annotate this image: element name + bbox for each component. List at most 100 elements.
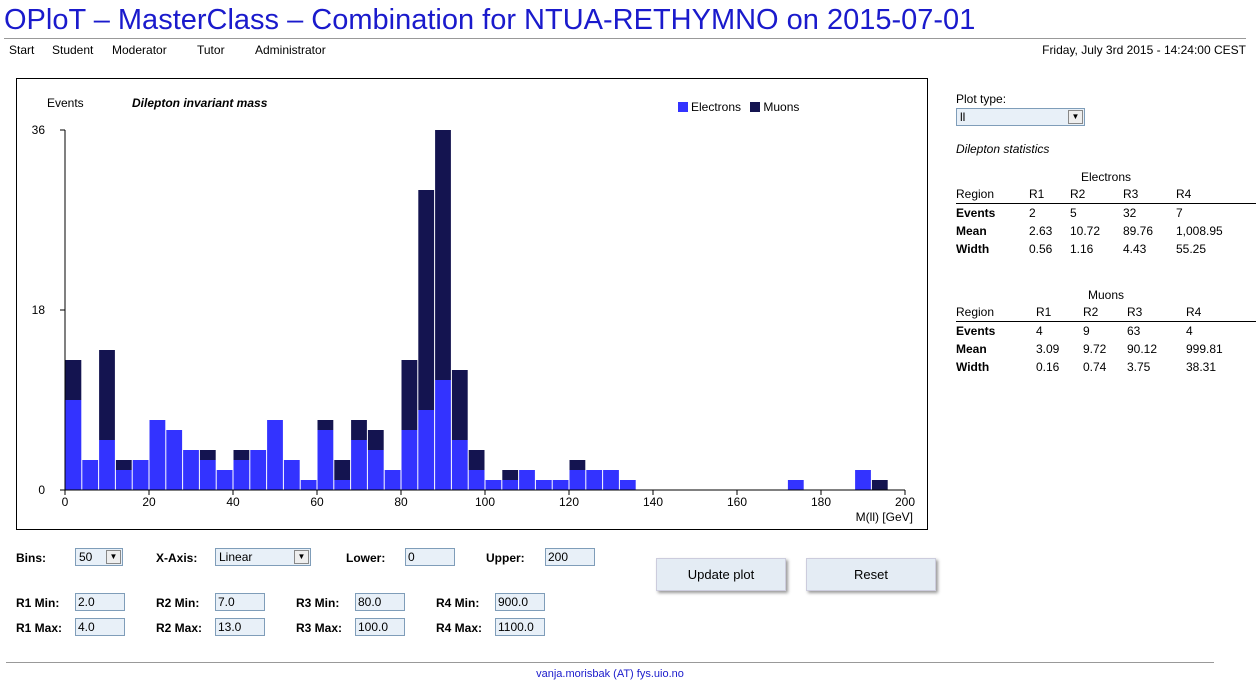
nav-student-link[interactable]: Student (52, 43, 94, 57)
histogram-plot: 0 18 36 0 20 40 60 80 100 120 140 160 180 200 Events … (16, 78, 928, 530)
table-cell: 63 (1127, 324, 1141, 338)
muon-bar (199, 450, 216, 460)
electron-bar (552, 480, 569, 490)
muon-bar (115, 460, 132, 470)
update-plot-button[interactable]: Update plot (656, 558, 786, 591)
r3-max-input[interactable] (355, 618, 405, 636)
table-cell: 7 (1176, 206, 1183, 220)
electron-bar (569, 470, 586, 490)
x-tick-label: 100 (475, 495, 495, 509)
plot-type-select[interactable]: ll ▼ (956, 108, 1085, 126)
x-tick-label: 0 (62, 495, 69, 509)
header-cell: R3 (1127, 303, 1186, 322)
electrons-caption: Electrons (1080, 170, 1132, 184)
table-cell: 4 (1186, 324, 1193, 338)
table-cell: 0.16 (1036, 360, 1060, 374)
electron-bar (586, 470, 603, 490)
r2-min-input[interactable] (215, 593, 265, 611)
electron-bar (65, 400, 82, 490)
electron-bar (300, 480, 317, 490)
table-cell: 90.12 (1127, 342, 1158, 356)
electron-bar (166, 430, 183, 490)
table-cell: 2.63 (1029, 224, 1053, 238)
table-cell: 89.76 (1123, 224, 1154, 238)
table-cell: 4.43 (1123, 242, 1147, 256)
bins-select[interactable]: 50 ▼ (75, 548, 123, 566)
electron-bar (367, 450, 384, 490)
muons-caption: Muons (1087, 288, 1125, 302)
header-cell: R1 (1029, 185, 1070, 204)
current-date: Friday, July 3rd 2015 - 14:24:00 CEST (1042, 43, 1246, 57)
plot-title: Dilepton invariant mass (132, 96, 268, 110)
chevron-down-icon[interactable]: ▼ (1068, 110, 1083, 124)
header-cell: R1 (1036, 303, 1083, 322)
upper-label: Upper: (486, 551, 525, 565)
electron-bar (451, 440, 468, 490)
xaxis-select[interactable]: Linear ▼ (215, 548, 311, 566)
r4-max-input[interactable] (495, 618, 545, 636)
r2-min-label: R2 Min: (156, 596, 200, 610)
muon-bar (351, 420, 367, 440)
chevron-down-icon[interactable]: ▼ (294, 550, 309, 564)
header-cell: Region (956, 303, 1036, 322)
table-cell: 2 (1029, 206, 1036, 220)
lower-input[interactable] (405, 548, 455, 566)
nav-moderator-link[interactable]: Moderator (112, 43, 167, 57)
electron-bar (199, 460, 216, 490)
chevron-down-icon[interactable]: ▼ (106, 550, 121, 564)
bins-value: 50 (79, 550, 93, 564)
electron-bar (233, 460, 250, 490)
table-cell: 1.16 (1070, 242, 1094, 256)
row-label: Mean (956, 224, 987, 238)
electron-bar (603, 470, 619, 490)
x-tick-label: 140 (643, 495, 663, 509)
header-cell: R2 (1083, 303, 1127, 322)
header-cell: R4 (1176, 185, 1256, 204)
electron-bar (317, 430, 334, 490)
table-cell: 38.31 (1186, 360, 1217, 374)
table-cell: 9.72 (1083, 342, 1107, 356)
r4-min-input[interactable] (495, 593, 545, 611)
electron-bar (334, 480, 351, 490)
electron-bar (435, 380, 451, 490)
row-label: Mean (956, 342, 987, 356)
r3-min-label: R3 Min: (296, 596, 340, 610)
electron-bar (115, 470, 132, 490)
plot-type-value: ll (960, 110, 966, 124)
electron-bar (401, 430, 418, 490)
nav-tutor-link[interactable]: Tutor (197, 43, 225, 57)
footer-contact[interactable]: vanja.morisbak (AT) fys.uio.no (536, 668, 684, 680)
upper-input[interactable] (545, 548, 595, 566)
electron-bar (535, 480, 552, 490)
x-tick-label: 20 (142, 495, 156, 509)
y-tick-label: 0 (38, 483, 45, 497)
muon-bar (871, 480, 888, 490)
table-cell: 5 (1070, 206, 1077, 220)
muon-bar (334, 460, 351, 480)
muon-bar (435, 130, 451, 380)
header-cell: R4 (1186, 303, 1256, 322)
nav-administrator-link[interactable]: Administrator (255, 43, 326, 57)
nav-start-link[interactable]: Start (9, 43, 35, 57)
x-tick-label: 180 (811, 495, 831, 509)
x-tick-label: 80 (394, 495, 408, 509)
lower-label: Lower: (346, 551, 386, 565)
x-tick-label: 120 (559, 495, 579, 509)
muon-bar (502, 470, 519, 480)
x-tick-label: 40 (226, 495, 240, 509)
reset-button[interactable]: Reset (806, 558, 936, 591)
r1-min-input[interactable] (75, 593, 125, 611)
table-row: Events 2 5 32 7 (956, 204, 1256, 223)
r1-min-label: R1 Min: (16, 596, 60, 610)
legend-electrons: Electrons (678, 100, 741, 114)
electron-bar (216, 470, 233, 490)
x-tick-label: 60 (310, 495, 324, 509)
r1-max-input[interactable] (75, 618, 125, 636)
electron-bar (519, 470, 535, 490)
electron-bar (132, 460, 149, 490)
r2-max-input[interactable] (215, 618, 265, 636)
table-row: Mean 2.63 10.72 89.76 1,008.95 (956, 222, 1256, 240)
r3-min-input[interactable] (355, 593, 405, 611)
xaxis-value: Linear (219, 550, 253, 564)
header-cell: R3 (1123, 185, 1176, 204)
